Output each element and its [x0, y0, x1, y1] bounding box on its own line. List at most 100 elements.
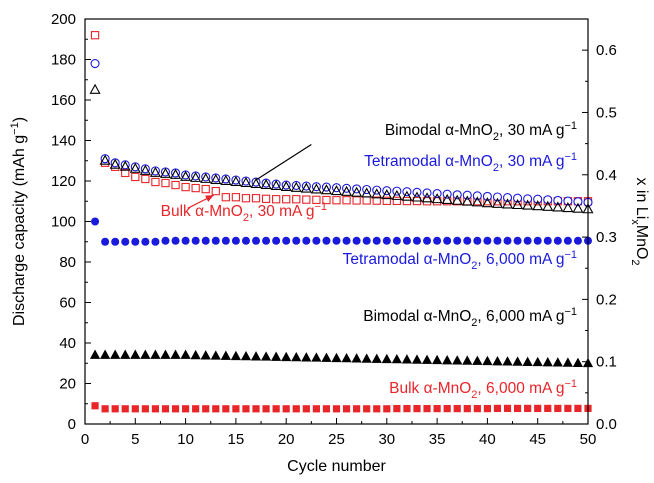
data-point [301, 352, 312, 362]
y-axis-right-title: x in LixMnO2 [629, 177, 650, 265]
data-point [471, 196, 483, 207]
data-point [212, 405, 220, 413]
y-right-tick-label: 0.2 [596, 291, 617, 308]
data-point [250, 351, 262, 361]
data-point [292, 195, 301, 204]
data-point [532, 356, 543, 367]
data-point [421, 354, 433, 364]
x-tick-label: 50 [580, 431, 597, 448]
y-right-tick-label: 0.1 [596, 354, 617, 371]
data-point [130, 349, 141, 359]
data-point [553, 195, 563, 205]
data-point [321, 352, 332, 362]
data-point [462, 190, 472, 200]
y-left-tick-label: 20 [59, 376, 76, 393]
data-point [412, 236, 421, 245]
data-point [502, 193, 513, 203]
x-tick-label: 45 [529, 431, 546, 448]
data-point [282, 236, 291, 245]
data-point [211, 186, 220, 196]
data-point [523, 236, 532, 245]
data-point [292, 405, 300, 413]
data-point [170, 168, 182, 179]
y-axis-left: 0 20 40 60 80 100 120 140 160 180 200 [51, 11, 91, 433]
y-axis-right-title-sub2: 2 [629, 259, 641, 265]
data-point [140, 349, 151, 359]
data-point [260, 351, 272, 361]
annotation-part: −1 [564, 306, 577, 318]
data-point [512, 198, 524, 210]
x-tick-label: 25 [328, 431, 345, 448]
data-point [554, 404, 562, 413]
data-point [129, 162, 141, 173]
data-point [361, 187, 373, 198]
data-point [161, 405, 170, 413]
data-point [533, 236, 542, 245]
annotation-part: , 6,000 mA g [477, 308, 564, 325]
data-point [503, 236, 512, 245]
data-point [572, 202, 584, 213]
data-point [159, 167, 172, 178]
annotation-part: α [445, 122, 454, 139]
annotation-bulk6000: Bulk α-MnO2, 6,000 mA g−1 [389, 378, 577, 401]
series-bulk30 [90, 31, 593, 206]
data-point [90, 31, 100, 40]
data-point [331, 352, 342, 363]
data-point [552, 201, 564, 212]
data-point [352, 196, 361, 205]
data-point [109, 158, 121, 169]
data-point [272, 405, 280, 413]
x-tick-label: 0 [81, 431, 89, 448]
data-point [170, 349, 181, 359]
data-point [250, 177, 262, 188]
data-point [373, 405, 381, 413]
data-point [421, 192, 433, 203]
data-point [121, 405, 129, 413]
data-point [462, 355, 473, 365]
annotation-part: -MnO [454, 122, 493, 139]
data-point [101, 237, 110, 246]
data-point [300, 182, 312, 193]
data-point [151, 177, 160, 187]
data-point [252, 236, 261, 245]
data-point [483, 405, 491, 413]
data-point [402, 196, 412, 206]
data-point [453, 405, 461, 413]
data-point [291, 351, 302, 362]
y-axis-left-title: Discharge capacity (mAh g−1) [9, 117, 28, 326]
data-point [190, 171, 202, 182]
y-axis-right-title-pre: x in Li [633, 177, 650, 219]
data-point [302, 195, 311, 204]
data-point [503, 404, 512, 413]
data-point [371, 353, 382, 363]
data-point [182, 405, 190, 413]
data-point [411, 191, 423, 202]
data-point [391, 353, 402, 364]
annotation-part: Bimodal [385, 122, 445, 139]
annotation-part: 2 [493, 162, 499, 174]
data-point [260, 178, 272, 189]
data-point [532, 200, 544, 211]
x-tick-label: 35 [429, 431, 446, 448]
data-point [120, 349, 131, 359]
data-point [352, 236, 361, 245]
annotation-part: Bulk [389, 380, 423, 397]
data-point [513, 404, 522, 413]
y-right-tick-label: 0.4 [596, 167, 617, 184]
plot-frame [84, 18, 589, 425]
data-point [381, 353, 392, 364]
data-point [312, 405, 320, 413]
data-point [391, 189, 403, 200]
data-point [311, 352, 322, 362]
data-point [433, 236, 442, 245]
data-point [290, 181, 302, 192]
data-point [200, 172, 212, 183]
data-point [181, 182, 190, 192]
data-point [553, 236, 562, 245]
series-tetra6000 [91, 217, 592, 246]
annotation-part: Bimodal [363, 308, 423, 325]
y-left-tick-label: 80 [59, 254, 76, 271]
annotation-part: -MnO [433, 380, 472, 397]
data-point [302, 405, 310, 413]
